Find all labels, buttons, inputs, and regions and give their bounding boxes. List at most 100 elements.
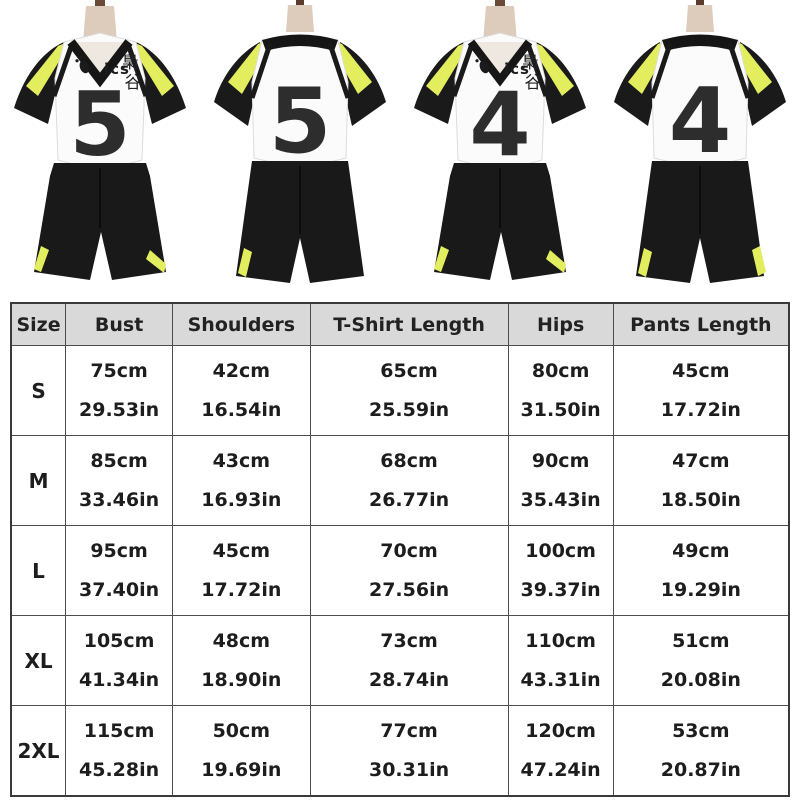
- column-header: Pants Length: [612, 302, 790, 346]
- inch-value: 19.69in: [201, 758, 282, 781]
- cm-value: 50cm: [212, 719, 271, 742]
- measurement-cell: 50cm 19.69in: [172, 705, 311, 797]
- cm-value: 100cm: [525, 539, 596, 562]
- inch-value: 20.08in: [660, 668, 741, 691]
- cm-value: 42cm: [212, 359, 271, 382]
- cm-value: 53cm: [672, 719, 730, 742]
- measurement-cell: 77cm 30.31in: [309, 705, 509, 797]
- brand-logo-text: ics: [104, 60, 130, 78]
- column-header: Size: [10, 302, 67, 346]
- table-row: XL 105cm 41.34in 48cm 18.90in 73cm 28.74in 110c…: [10, 615, 790, 706]
- inch-value: 28.74in: [368, 668, 450, 691]
- cm-value: 95cm: [90, 539, 148, 562]
- footprint-logo-icon: [475, 55, 490, 74]
- cm-value: 75cm: [90, 359, 148, 382]
- column-header: Hips: [507, 302, 614, 346]
- table-row: M 85cm 33.46in 43cm 16.93in 68cm 26.77in 90cm 35…: [10, 435, 790, 526]
- measurement-cell: 68cm 26.77in: [309, 435, 509, 526]
- measurement-cell: 45cm 17.72in: [612, 345, 790, 436]
- measurement-cell: 49cm 19.29in: [612, 525, 790, 616]
- cm-value: 73cm: [380, 629, 438, 652]
- inch-value: 17.72in: [660, 398, 741, 421]
- measurement-cell: 85cm 33.46in: [65, 435, 174, 526]
- cm-value: 49cm: [672, 539, 730, 562]
- inch-value: 20.87in: [660, 758, 741, 781]
- measurement-cell: 90cm 35.43in: [507, 435, 614, 526]
- inch-value: 18.50in: [660, 488, 741, 511]
- jersey-number: 5: [69, 73, 130, 176]
- inch-value: 19.29in: [660, 578, 741, 601]
- measurement-cell: 65cm 25.59in: [309, 345, 509, 436]
- size-chart-header: Size Bust Shoulders T-Shirt Length Hips Pants…: [10, 302, 790, 346]
- inch-value: 47.24in: [520, 758, 601, 781]
- size-label: XL: [10, 615, 67, 706]
- inch-value: 43.31in: [520, 668, 601, 691]
- cm-value: 43cm: [212, 449, 271, 472]
- cm-value: 45cm: [672, 359, 730, 382]
- cm-value: 115cm: [83, 719, 155, 742]
- size-chart-body: S 75cm 29.53in 42cm 16.54in 65cm 25.59in 80cm 31…: [10, 345, 790, 797]
- measurement-cell: 47cm 18.50in: [612, 435, 790, 526]
- jersey-photo-back-5: 5: [200, 0, 400, 295]
- measurement-cell: 120cm 47.24in: [507, 705, 614, 797]
- measurement-cell: 51cm 20.08in: [612, 615, 790, 706]
- jersey-photo-front-5: ics 梟 谷 5: [0, 0, 200, 295]
- inch-value: 35.43in: [520, 488, 601, 511]
- cm-value: 48cm: [212, 629, 271, 652]
- cm-value: 120cm: [525, 719, 596, 742]
- inch-value: 31.50in: [520, 398, 601, 421]
- team-kanji-text: 梟 谷: [122, 53, 144, 93]
- inch-value: 17.72in: [201, 578, 282, 601]
- inch-value: 29.53in: [79, 398, 160, 421]
- inch-value: 30.31in: [368, 758, 450, 781]
- header-row: Size Bust Shoulders T-Shirt Length Hips Pants…: [10, 302, 790, 346]
- measurement-cell: 45cm 17.72in: [172, 525, 311, 616]
- column-header: Shoulders: [172, 302, 311, 346]
- cm-value: 90cm: [531, 449, 590, 472]
- inch-value: 16.54in: [201, 398, 282, 421]
- jersey-number: 4: [669, 69, 732, 174]
- cm-value: 65cm: [380, 359, 438, 382]
- jersey-number: 5: [269, 69, 332, 174]
- inch-value: 37.40in: [79, 578, 160, 601]
- column-header: Bust: [65, 302, 174, 346]
- brand-logo-text: ics: [504, 60, 530, 78]
- cm-value: 68cm: [380, 449, 438, 472]
- cm-value: 45cm: [212, 539, 271, 562]
- jersey-back-illustration: 4: [614, 0, 786, 283]
- cm-value: 47cm: [672, 449, 730, 472]
- cm-value: 105cm: [83, 629, 155, 652]
- measurement-cell: 115cm 45.28in: [65, 705, 174, 797]
- measurement-cell: 43cm 16.93in: [172, 435, 311, 526]
- cm-value: 110cm: [525, 629, 596, 652]
- jersey-photo-back-4: 4: [600, 0, 800, 295]
- cm-value: 77cm: [380, 719, 438, 742]
- measurement-cell: 70cm 27.56in: [309, 525, 509, 616]
- measurement-cell: 95cm 37.40in: [65, 525, 174, 616]
- team-kanji-text: 梟 谷: [522, 53, 544, 93]
- inch-value: 18.90in: [201, 668, 282, 691]
- cm-value: 51cm: [672, 629, 730, 652]
- footprint-logo-icon: [75, 55, 90, 74]
- size-label: 2XL: [10, 705, 67, 797]
- measurement-cell: 100cm 39.37in: [507, 525, 614, 616]
- cm-value: 85cm: [90, 449, 148, 472]
- measurement-cell: 110cm 43.31in: [507, 615, 614, 706]
- jersey-photo-front-4: ics 梟 谷 4: [400, 0, 600, 295]
- jersey-number: 4: [469, 73, 530, 176]
- measurement-cell: 80cm 31.50in: [507, 345, 614, 436]
- measurement-cell: 105cm 41.34in: [65, 615, 174, 706]
- size-chart-table: Size Bust Shoulders T-Shirt Length Hips Pants…: [10, 302, 790, 797]
- inch-value: 45.28in: [79, 758, 160, 781]
- measurement-cell: 75cm 29.53in: [65, 345, 174, 436]
- inch-value: 26.77in: [368, 488, 450, 511]
- inch-value: 39.37in: [520, 578, 601, 601]
- table-row: 2XL 115cm 45.28in 50cm 19.69in 77cm 30.31in 120…: [10, 705, 790, 797]
- inch-value: 33.46in: [79, 488, 160, 511]
- jersey-front-illustration: ics 梟 谷 4: [414, 0, 586, 280]
- jersey-back-illustration: 5: [214, 0, 386, 283]
- inch-value: 41.34in: [79, 668, 160, 691]
- measurement-cell: 42cm 16.54in: [172, 345, 311, 436]
- cm-value: 70cm: [380, 539, 438, 562]
- inch-value: 25.59in: [368, 398, 450, 421]
